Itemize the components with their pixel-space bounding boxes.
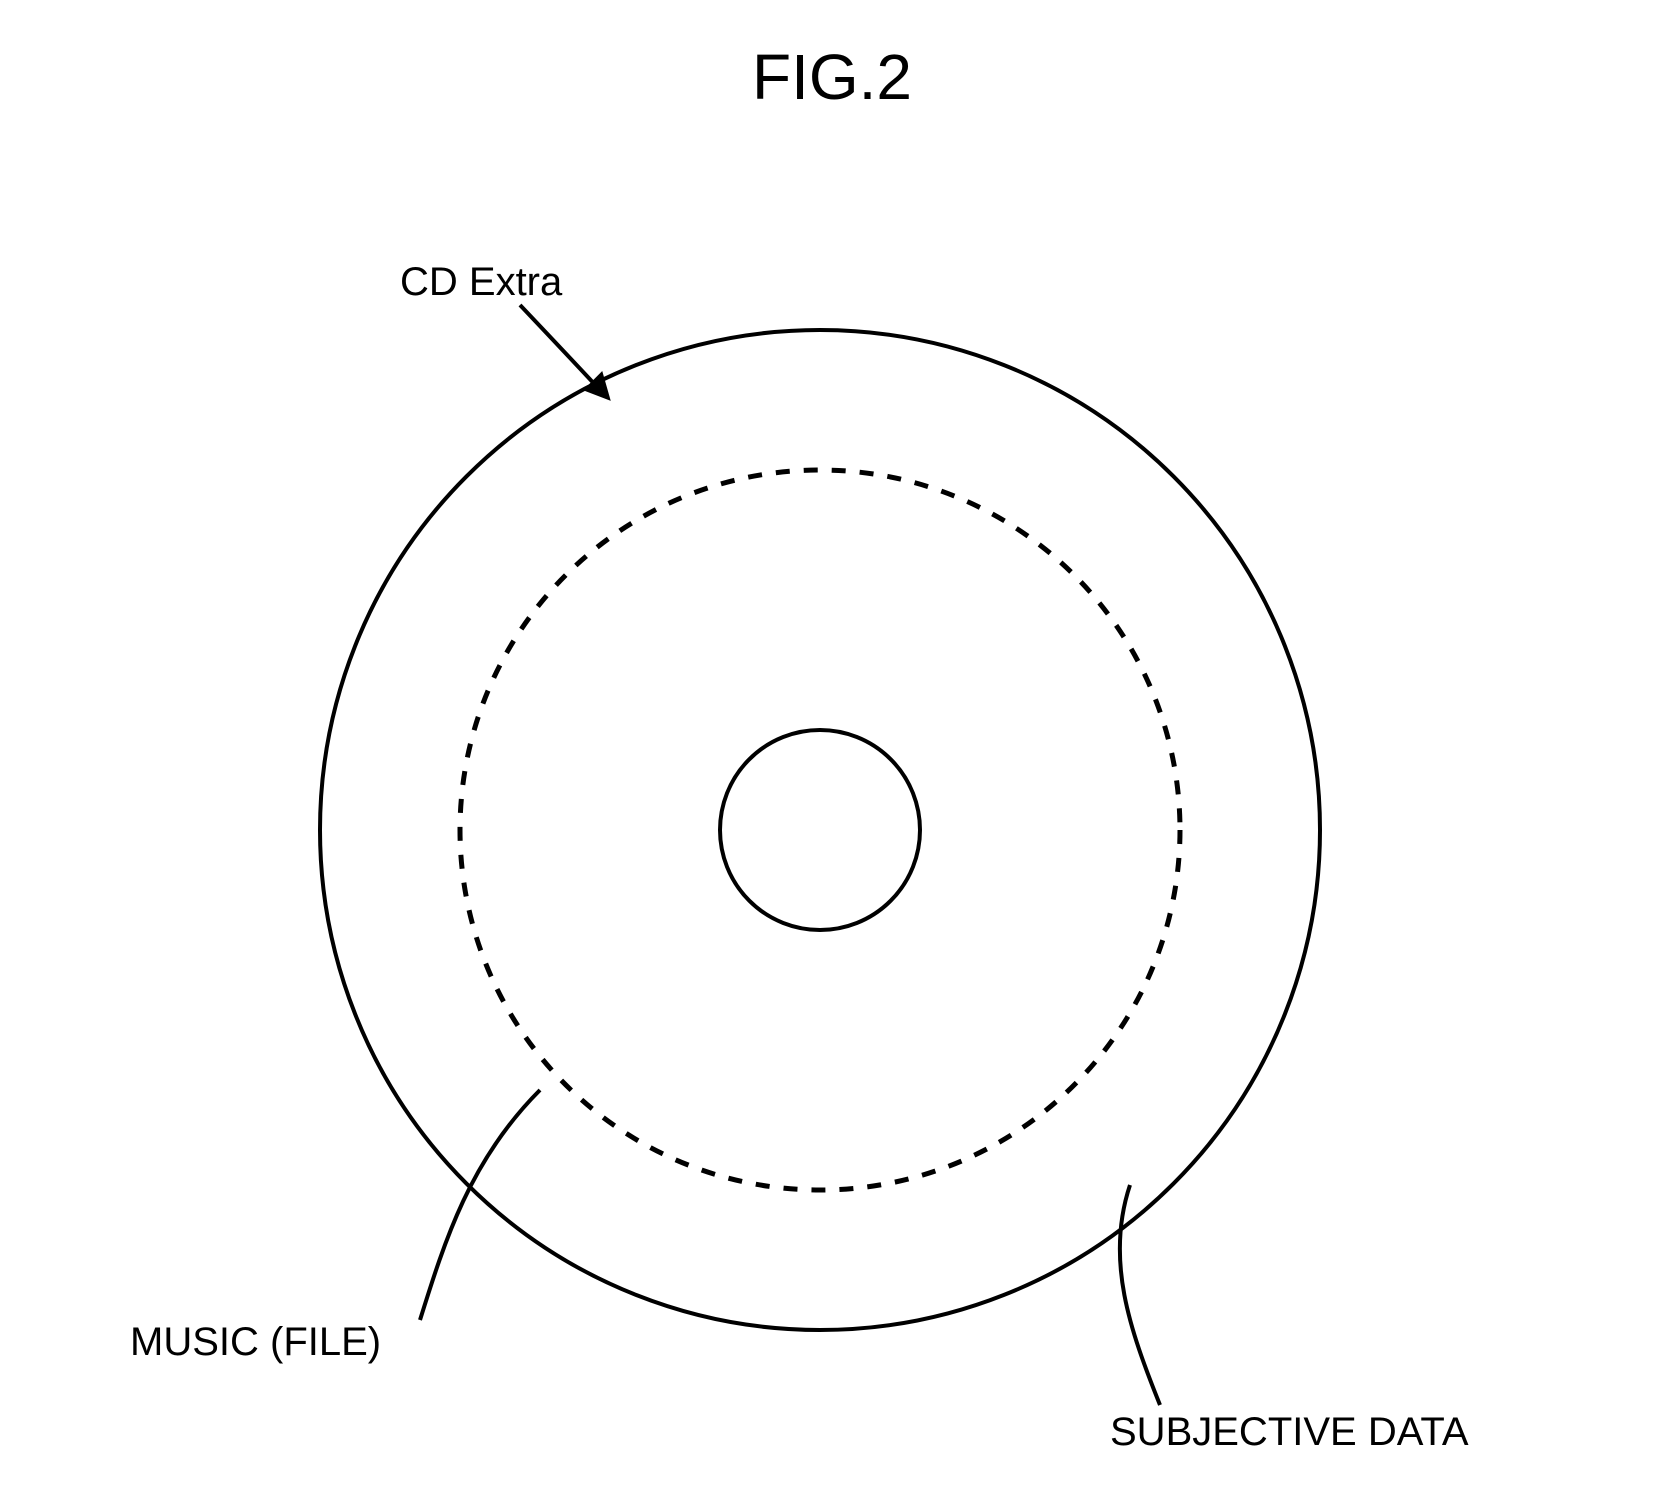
disc-dashed-circle [460,470,1180,1190]
disc-outer-circle [320,330,1320,1330]
cd-extra-arrow [520,305,610,400]
disc-diagram [0,0,1664,1494]
subjective-data-leader [1120,1185,1160,1405]
cd-extra-label: CD Extra [400,260,562,305]
subjective-data-label: SUBJECTIVE DATA [1110,1410,1469,1455]
music-file-label: MUSIC (FILE) [130,1320,381,1365]
figure-canvas: FIG.2 CD Extra MUSIC (FILE) SUBJECTIVE D… [0,0,1664,1494]
music-file-leader [420,1090,540,1320]
disc-inner-circle [720,730,920,930]
